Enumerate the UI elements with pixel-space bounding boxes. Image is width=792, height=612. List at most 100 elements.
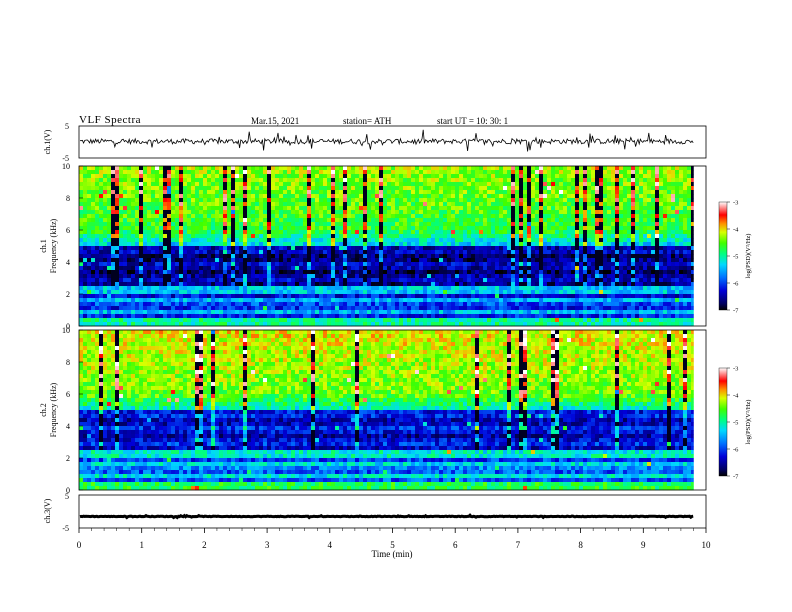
spectrogram-cell [455, 214, 460, 219]
spectrogram-cell [107, 186, 112, 191]
spectrogram-cell [435, 258, 440, 263]
spectrogram-cell [171, 186, 176, 191]
spectrogram-cell [115, 262, 120, 267]
spectrogram-cell [155, 250, 160, 255]
spectrogram-cell [83, 198, 88, 203]
spectrogram-cell [579, 170, 584, 175]
spectrogram-cell [247, 278, 252, 283]
spectrogram-cell [595, 270, 600, 275]
spectrogram-cell [319, 178, 324, 183]
spectrogram-cell [259, 174, 264, 179]
spectrogram-cell [167, 206, 172, 211]
spectrogram-cell [667, 214, 672, 219]
spectrogram-cell [299, 166, 304, 171]
spectrogram-cell [687, 234, 692, 239]
spectrogram-cell [503, 222, 508, 227]
spectrogram-cell [215, 290, 220, 295]
spectrogram-cell [651, 166, 656, 171]
spectrogram-cell [175, 254, 180, 259]
spectrogram-cell [143, 270, 148, 275]
spectrogram-cell [631, 278, 636, 283]
spectrogram-cell [195, 218, 200, 223]
spectrogram-cell [243, 198, 248, 203]
spectrogram-cell [183, 178, 188, 183]
spectrogram-cell [547, 190, 552, 195]
spectrogram-cell [119, 222, 124, 227]
spectrogram-cell [99, 198, 104, 203]
spectrogram-cell [355, 222, 360, 227]
spectrogram-cell [507, 278, 512, 283]
spectrogram-cell [411, 194, 416, 199]
spectrogram-cell [299, 234, 304, 239]
spectrogram-cell [575, 226, 580, 231]
spectrogram-cell [567, 250, 572, 255]
spectrogram-cell [151, 278, 156, 283]
spectrogram-cell [107, 254, 112, 259]
spectrogram-cell [343, 174, 348, 179]
spectrogram-cell [315, 166, 320, 171]
spectrogram-cell [535, 174, 540, 179]
spectrogram-cell [507, 254, 512, 259]
spectrogram-cell [359, 186, 364, 191]
spectrogram-cell [399, 278, 404, 283]
spectrogram-cell [287, 166, 292, 171]
spectrogram-cell [511, 230, 516, 235]
spectrogram-cell [215, 254, 220, 259]
spectrogram-cell [103, 206, 108, 211]
spectrogram-cell [683, 178, 688, 183]
spectrogram-cell [531, 226, 536, 231]
spectrogram-cell [267, 178, 272, 183]
spectrogram-cell [495, 206, 500, 211]
spectrogram-cell [383, 238, 388, 243]
spectrogram-cell [123, 182, 128, 187]
spectrogram-cell [615, 242, 620, 247]
spectrogram-cell [331, 190, 336, 195]
spectrogram-cell [135, 254, 140, 259]
spectrogram-cell [223, 274, 228, 279]
spectrogram-cell [287, 174, 292, 179]
spectrogram-cell [395, 266, 400, 271]
spectrogram-cell [227, 286, 232, 291]
spectrogram-cell [427, 286, 432, 291]
spectrogram-cell [435, 194, 440, 199]
spectrogram-cell [243, 258, 248, 263]
spectrogram-cell [199, 186, 204, 191]
spectrogram-cell [675, 202, 680, 207]
spectrogram-cell [303, 294, 308, 299]
spectrogram-cell [139, 174, 144, 179]
spectrogram-cell [547, 234, 552, 239]
spectrogram-cell [499, 242, 504, 247]
spectrogram-cell [319, 286, 324, 291]
spectrogram-cell [455, 218, 460, 223]
spectrogram-cell [575, 166, 580, 171]
spectrogram-cell [127, 214, 132, 219]
spectrogram-cell [375, 178, 380, 183]
spectrogram-cell [103, 170, 108, 175]
spectrogram-cell [675, 270, 680, 275]
spectrogram-cell [131, 278, 136, 283]
spectrogram-cell [107, 266, 112, 271]
spectrogram-cell [171, 270, 176, 275]
spectrogram-cell [467, 278, 472, 283]
spectrogram-cell [587, 182, 592, 187]
spectrogram-cell [451, 218, 456, 223]
spectrogram-cell [199, 290, 204, 295]
spectrogram-cell [591, 182, 596, 187]
spectrogram-cell [691, 278, 694, 283]
spectrogram-cell [527, 262, 532, 267]
spectrogram-cell [279, 226, 284, 231]
spectrogram-cell [631, 174, 636, 179]
spectrogram-cell [299, 250, 304, 255]
spectrogram-cell [199, 266, 204, 271]
spectrogram-cell [247, 210, 252, 215]
spectrogram-cell [103, 210, 108, 215]
spectrogram-cell [575, 266, 580, 271]
spectrogram-cell [639, 214, 644, 219]
spectrogram-cell [119, 202, 124, 207]
spectrogram-cell [431, 206, 436, 211]
spectrogram-cell [419, 274, 424, 279]
spectrogram-cell [599, 226, 604, 231]
spectrogram-cell [275, 178, 280, 183]
spectrogram-cell [179, 226, 184, 231]
spectrogram-cell [223, 190, 228, 195]
